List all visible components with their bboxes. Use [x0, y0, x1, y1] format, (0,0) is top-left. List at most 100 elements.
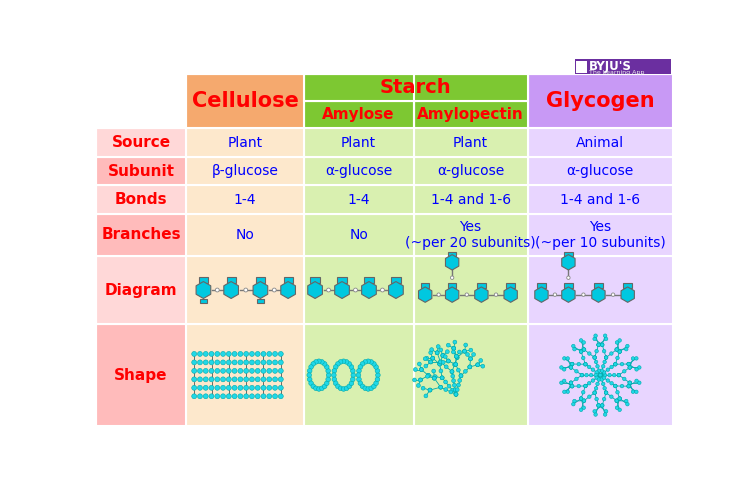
Circle shape	[601, 404, 604, 407]
Circle shape	[238, 352, 243, 356]
Circle shape	[582, 341, 586, 344]
Circle shape	[601, 343, 604, 347]
Circle shape	[628, 365, 632, 369]
Circle shape	[422, 386, 425, 390]
Circle shape	[261, 385, 266, 390]
Polygon shape	[308, 282, 322, 298]
Circle shape	[626, 402, 629, 406]
Circle shape	[255, 368, 260, 373]
Circle shape	[593, 356, 596, 359]
Circle shape	[598, 373, 602, 377]
Circle shape	[591, 379, 595, 382]
Circle shape	[209, 385, 214, 390]
Circle shape	[272, 377, 278, 382]
Circle shape	[582, 348, 586, 351]
Circle shape	[601, 404, 604, 407]
Circle shape	[441, 354, 445, 357]
Circle shape	[326, 368, 331, 373]
Circle shape	[232, 360, 237, 365]
Circle shape	[360, 362, 364, 366]
Circle shape	[628, 381, 632, 385]
Circle shape	[615, 399, 619, 402]
Circle shape	[580, 373, 584, 377]
Circle shape	[278, 394, 284, 399]
Circle shape	[566, 390, 569, 394]
Circle shape	[214, 385, 220, 390]
Bar	[527, 185, 674, 214]
Circle shape	[444, 388, 448, 391]
Circle shape	[255, 385, 260, 390]
Circle shape	[451, 374, 454, 378]
Circle shape	[439, 360, 442, 364]
Polygon shape	[504, 287, 518, 302]
Circle shape	[634, 367, 638, 371]
Bar	[199, 277, 208, 283]
Circle shape	[244, 288, 248, 292]
Circle shape	[476, 363, 479, 367]
Circle shape	[358, 381, 363, 386]
Circle shape	[611, 293, 615, 297]
Circle shape	[214, 352, 220, 356]
Circle shape	[602, 397, 606, 401]
Circle shape	[618, 397, 622, 400]
Circle shape	[584, 363, 587, 366]
Circle shape	[601, 343, 604, 347]
Circle shape	[554, 293, 556, 297]
Circle shape	[598, 373, 602, 377]
Circle shape	[469, 357, 472, 361]
Circle shape	[232, 385, 237, 390]
Circle shape	[332, 373, 336, 377]
Circle shape	[625, 347, 628, 351]
Circle shape	[587, 381, 591, 385]
Circle shape	[272, 288, 276, 292]
Circle shape	[617, 373, 620, 377]
Circle shape	[598, 373, 602, 377]
Circle shape	[454, 363, 458, 366]
Text: Yes
(~per 10 subunits): Yes (~per 10 subunits)	[535, 220, 666, 250]
Circle shape	[347, 384, 352, 388]
Circle shape	[238, 377, 243, 382]
Circle shape	[272, 385, 278, 390]
Circle shape	[226, 394, 231, 399]
Circle shape	[615, 341, 619, 344]
Circle shape	[584, 384, 587, 388]
Circle shape	[447, 384, 451, 388]
Polygon shape	[446, 255, 459, 270]
Circle shape	[197, 394, 202, 399]
Circle shape	[587, 365, 591, 369]
Text: Plant: Plant	[341, 136, 376, 149]
Bar	[200, 299, 207, 303]
Circle shape	[344, 386, 349, 390]
Circle shape	[197, 368, 202, 373]
Circle shape	[439, 385, 442, 389]
Circle shape	[255, 377, 260, 382]
Circle shape	[238, 394, 243, 399]
Circle shape	[597, 343, 600, 347]
Circle shape	[428, 388, 432, 392]
Circle shape	[627, 362, 631, 366]
Circle shape	[309, 365, 314, 369]
Text: Plant: Plant	[453, 136, 488, 149]
Circle shape	[357, 368, 362, 373]
Circle shape	[267, 368, 272, 373]
Circle shape	[197, 385, 202, 390]
Circle shape	[454, 354, 458, 358]
Circle shape	[476, 363, 479, 367]
Bar	[187, 74, 304, 128]
Bar	[392, 277, 400, 283]
Circle shape	[418, 362, 422, 366]
Circle shape	[314, 386, 318, 390]
Circle shape	[308, 377, 312, 382]
Circle shape	[433, 376, 436, 380]
Circle shape	[595, 371, 598, 374]
Polygon shape	[621, 287, 634, 302]
Circle shape	[369, 360, 374, 364]
Circle shape	[584, 384, 587, 388]
Polygon shape	[196, 282, 211, 298]
Circle shape	[444, 365, 448, 369]
Circle shape	[584, 363, 587, 366]
Circle shape	[278, 352, 284, 356]
Circle shape	[203, 394, 208, 399]
Circle shape	[628, 381, 632, 385]
Circle shape	[214, 394, 220, 399]
